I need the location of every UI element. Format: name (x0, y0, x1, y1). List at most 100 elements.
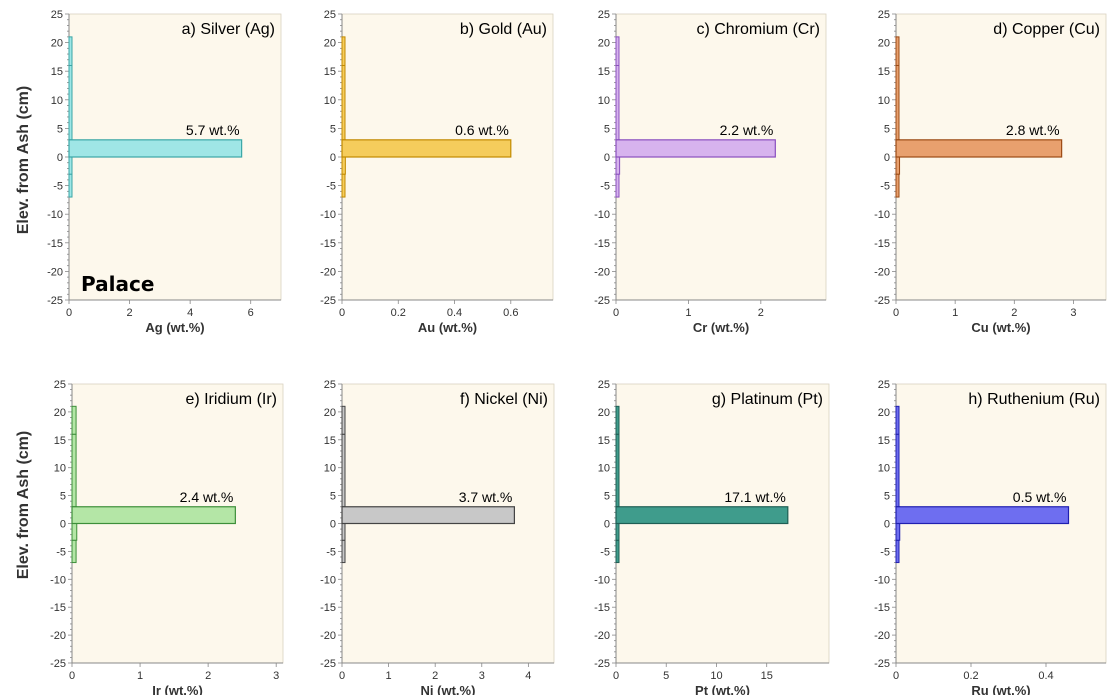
y-tick-label: 10 (878, 463, 890, 475)
y-tick-label: 0 (330, 519, 336, 531)
y-axis-label-top: Elev. from Ash (cm) (15, 85, 32, 235)
y-tick-label: 20 (54, 407, 66, 419)
x-tick-label: 0.2 (963, 670, 978, 682)
bar (341, 405, 346, 435)
y-tick-label: 25 (324, 9, 336, 21)
y-tick-label: -15 (50, 602, 66, 614)
x-tick-label: 1 (137, 670, 143, 682)
y-tick-label: 20 (598, 38, 610, 50)
peak-bar (71, 506, 236, 525)
bar (615, 433, 620, 508)
y-tick-label: -20 (47, 266, 63, 278)
x-tick-label: 0.4 (1038, 670, 1053, 682)
bar (895, 36, 900, 66)
y-tick-label: -10 (594, 574, 610, 586)
y-tick-label: 15 (598, 435, 610, 447)
peak-annotation: 0.5 wt.% (1013, 489, 1067, 505)
peak-bar (615, 139, 776, 158)
bar (341, 539, 346, 564)
y-tick-label: -10 (320, 574, 336, 586)
y-tick-label: 20 (878, 407, 890, 419)
peak-bar (615, 506, 789, 525)
y-tick-label: 5 (330, 123, 336, 135)
y-tick-label: 0 (604, 152, 610, 164)
x-tick-label: 2 (127, 307, 133, 319)
peak-bar (895, 506, 1070, 525)
peak-bar (895, 139, 1063, 158)
x-axis-label: Cu (wt.%) (971, 320, 1030, 335)
bar (71, 405, 77, 435)
peak-bar (68, 139, 243, 158)
y-tick-label: -10 (874, 209, 890, 221)
y-tick-label: -25 (50, 658, 66, 670)
y-tick-label: -10 (874, 574, 890, 586)
x-tick-label: 0 (339, 307, 345, 319)
y-tick-label: 0 (57, 152, 63, 164)
y-tick-label: 0 (60, 519, 66, 531)
y-tick-label: -20 (320, 266, 336, 278)
y-tick-label: 10 (51, 95, 63, 107)
y-tick-label: 5 (57, 123, 63, 135)
x-tick-label: 0 (69, 670, 75, 682)
peak-annotation: 5.7 wt.% (186, 122, 240, 138)
x-tick-label: 2 (432, 670, 438, 682)
y-tick-label: -20 (594, 630, 610, 642)
x-tick-label: 6 (248, 307, 254, 319)
peak-bar (341, 139, 512, 158)
x-axis-label: Cr (wt.%) (693, 320, 749, 335)
x-tick-label: 1 (952, 307, 958, 319)
y-tick-label: 10 (324, 463, 336, 475)
bar (341, 173, 346, 198)
y-tick-label: 20 (51, 38, 63, 50)
bar (68, 36, 73, 66)
panel-title: f) Nickel (Ni) (460, 391, 548, 408)
x-axis-label: Ag (wt.%) (145, 320, 204, 335)
y-tick-label: 10 (598, 95, 610, 107)
peak-annotation: 3.7 wt.% (459, 489, 513, 505)
y-tick-label: -25 (594, 295, 610, 307)
y-tick-label: 15 (878, 66, 890, 78)
x-tick-label: 0 (613, 670, 619, 682)
y-tick-label: -20 (320, 630, 336, 642)
y-tick-label: -20 (50, 630, 66, 642)
x-tick-label: 0.4 (447, 307, 462, 319)
peak-annotation: 2.2 wt.% (720, 122, 774, 138)
y-tick-label: -25 (320, 658, 336, 670)
y-tick-label: 20 (324, 407, 336, 419)
bar (68, 64, 73, 141)
x-axis-label: Ni (wt.%) (421, 683, 476, 695)
y-tick-label: 25 (324, 379, 336, 391)
y-tick-label: 0 (884, 152, 890, 164)
y-tick-label: -25 (594, 658, 610, 670)
y-tick-label: 25 (878, 379, 890, 391)
bar (895, 539, 900, 564)
panel-title: h) Ruthenium (Ru) (968, 391, 1100, 408)
y-tick-label: 10 (878, 95, 890, 107)
y-tick-label: 10 (324, 95, 336, 107)
y-tick-label: 15 (878, 435, 890, 447)
panel-title: d) Copper (Cu) (993, 21, 1100, 38)
x-tick-label: 2 (205, 670, 211, 682)
y-tick-label: -25 (320, 295, 336, 307)
peak-annotation: 17.1 wt.% (724, 489, 785, 505)
y-tick-label: -5 (880, 546, 890, 558)
x-tick-label: 4 (187, 307, 193, 319)
bar (615, 405, 620, 435)
bar (71, 433, 77, 508)
panel-title: a) Silver (Ag) (182, 21, 275, 38)
x-tick-label: 0 (893, 670, 899, 682)
y-tick-label: -15 (874, 238, 890, 250)
bar (341, 64, 346, 141)
y-tick-label: -10 (594, 209, 610, 221)
bar (895, 173, 900, 198)
y-tick-label: 15 (598, 66, 610, 78)
y-tick-label: -5 (600, 546, 610, 558)
x-tick-label: 2 (758, 307, 764, 319)
x-tick-label: 0 (66, 307, 72, 319)
x-tick-label: 0.6 (503, 307, 518, 319)
x-tick-label: 0 (893, 307, 899, 319)
y-tick-label: 15 (324, 435, 336, 447)
x-axis-label: Pt (wt.%) (695, 683, 750, 695)
bar (341, 433, 346, 508)
